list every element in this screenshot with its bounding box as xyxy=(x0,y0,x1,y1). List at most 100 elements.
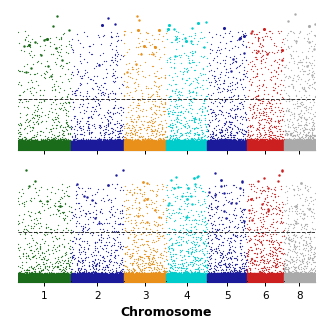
Point xyxy=(224,278,229,283)
Point xyxy=(273,141,278,146)
Point xyxy=(269,134,274,139)
Point xyxy=(165,147,170,152)
Point xyxy=(114,261,119,266)
Point xyxy=(186,148,191,153)
Point xyxy=(146,275,151,280)
Point xyxy=(272,147,277,152)
Point xyxy=(171,192,176,197)
Point xyxy=(70,278,75,283)
Point xyxy=(311,86,316,91)
Point xyxy=(307,275,312,280)
Point xyxy=(195,211,200,216)
Point xyxy=(149,148,155,153)
Point xyxy=(260,138,265,143)
Point xyxy=(62,277,68,282)
Point xyxy=(225,271,230,276)
Point xyxy=(278,279,284,284)
Point xyxy=(201,142,206,147)
Point xyxy=(95,141,100,146)
Point xyxy=(31,255,36,260)
Point xyxy=(54,275,59,280)
Point xyxy=(49,278,54,283)
Point xyxy=(255,143,260,148)
Point xyxy=(54,259,59,264)
Point xyxy=(72,148,77,153)
Point xyxy=(140,94,145,99)
Point xyxy=(118,274,124,279)
Point xyxy=(211,276,216,281)
Point xyxy=(30,270,36,275)
Point xyxy=(147,140,152,145)
Point xyxy=(164,147,169,152)
Point xyxy=(116,276,121,281)
Point xyxy=(306,279,311,284)
Point xyxy=(234,276,239,281)
Point xyxy=(205,127,210,132)
Point xyxy=(66,276,71,281)
Point xyxy=(261,137,266,142)
Point xyxy=(206,139,211,144)
Point xyxy=(236,146,241,151)
Point xyxy=(34,137,39,142)
Point xyxy=(195,141,200,146)
Point xyxy=(291,78,296,83)
Point xyxy=(260,56,266,61)
Point xyxy=(66,144,71,149)
Point xyxy=(187,277,192,283)
Point xyxy=(86,127,92,132)
Point xyxy=(281,137,286,142)
Point xyxy=(294,276,300,281)
Point xyxy=(48,147,53,152)
Point xyxy=(149,272,154,277)
Point xyxy=(289,271,294,276)
Point xyxy=(212,270,217,276)
Point xyxy=(276,148,281,153)
Point xyxy=(221,138,226,143)
Point xyxy=(288,96,293,101)
Point xyxy=(172,278,177,284)
Point xyxy=(73,140,78,145)
Point xyxy=(210,213,215,218)
Point xyxy=(117,263,122,268)
Point xyxy=(135,274,140,279)
Point xyxy=(116,147,121,152)
Point xyxy=(41,144,46,149)
Point xyxy=(121,270,126,276)
Point xyxy=(96,145,101,150)
Point xyxy=(260,230,265,235)
Point xyxy=(253,138,259,143)
Point xyxy=(217,146,222,151)
Point xyxy=(140,274,146,279)
Point xyxy=(280,128,285,133)
Point xyxy=(71,136,76,141)
Point xyxy=(69,141,74,146)
Point xyxy=(123,276,128,281)
Point xyxy=(244,273,250,278)
Point xyxy=(143,127,148,132)
Point xyxy=(154,276,159,281)
Point xyxy=(116,140,121,145)
Point xyxy=(109,278,114,284)
Point xyxy=(164,144,169,149)
Point xyxy=(264,199,269,204)
Point xyxy=(143,274,148,279)
Point xyxy=(50,148,55,153)
Point xyxy=(54,273,59,278)
Point xyxy=(140,143,146,148)
Point xyxy=(17,270,22,275)
Point xyxy=(124,276,130,281)
Point xyxy=(209,273,214,278)
Point xyxy=(136,186,141,191)
Point xyxy=(203,273,208,278)
Point xyxy=(227,262,232,267)
Point xyxy=(263,147,268,152)
Point xyxy=(37,148,42,153)
Point xyxy=(228,148,233,153)
Point xyxy=(149,275,154,280)
Point xyxy=(310,272,316,277)
Point xyxy=(300,127,306,132)
Point xyxy=(180,31,186,36)
Point xyxy=(80,278,85,284)
Point xyxy=(232,146,237,151)
Point xyxy=(293,124,298,130)
